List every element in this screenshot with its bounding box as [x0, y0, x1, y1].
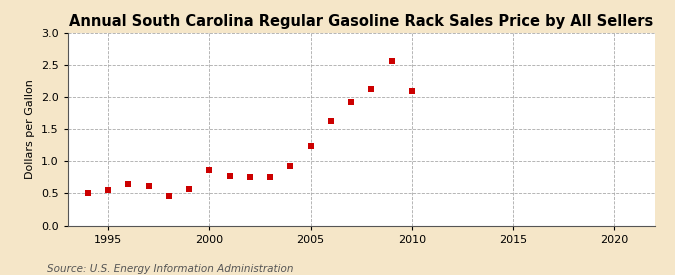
- Point: [163, 194, 174, 198]
- Point: [346, 100, 356, 104]
- Point: [184, 187, 194, 191]
- Point: [123, 182, 134, 187]
- Point: [285, 164, 296, 168]
- Point: [103, 188, 113, 192]
- Y-axis label: Dollars per Gallon: Dollars per Gallon: [25, 79, 35, 179]
- Point: [325, 119, 336, 123]
- Point: [366, 87, 377, 92]
- Text: Source: U.S. Energy Information Administration: Source: U.S. Energy Information Administ…: [47, 264, 294, 274]
- Point: [265, 175, 275, 179]
- Point: [204, 167, 215, 172]
- Point: [224, 174, 235, 178]
- Point: [305, 144, 316, 148]
- Point: [82, 191, 93, 196]
- Point: [143, 183, 154, 188]
- Title: Annual South Carolina Regular Gasoline Rack Sales Price by All Sellers: Annual South Carolina Regular Gasoline R…: [69, 14, 653, 29]
- Point: [244, 175, 255, 179]
- Point: [386, 58, 397, 63]
- Point: [406, 89, 417, 93]
